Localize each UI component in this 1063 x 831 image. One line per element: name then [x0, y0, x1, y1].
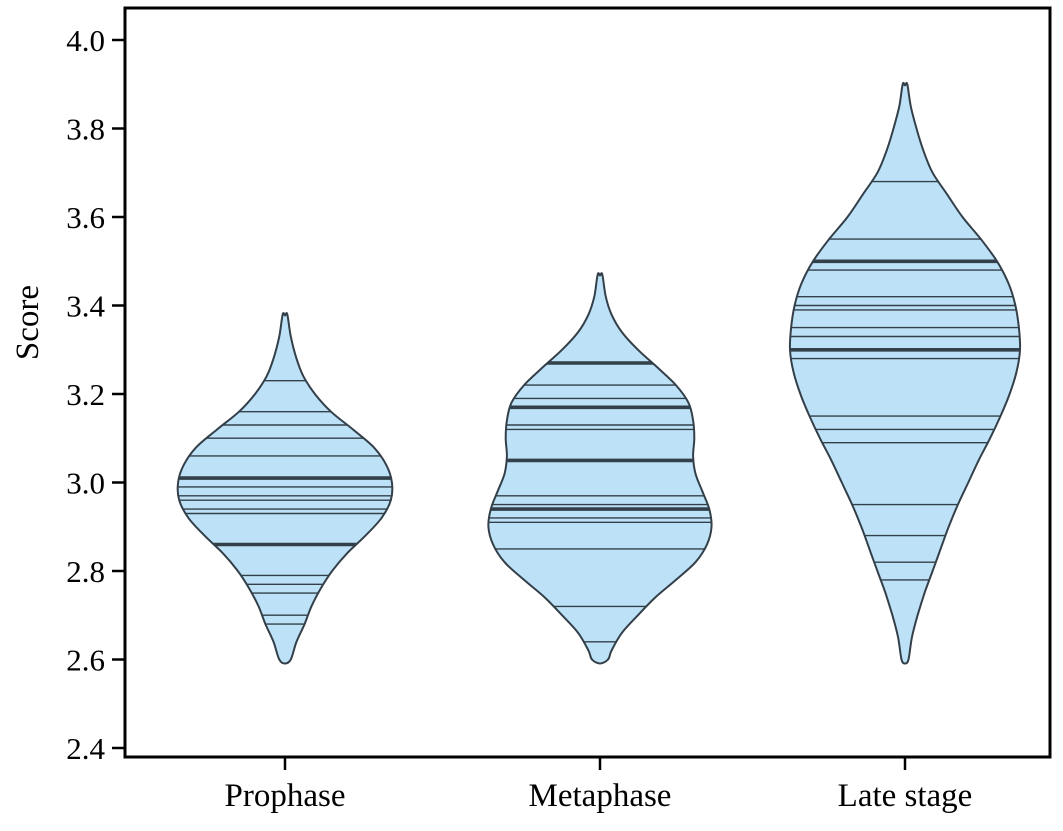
y-axis-title: Score — [10, 285, 46, 360]
violin-outline — [788, 81, 1022, 665]
y-tick-label: 3.4 — [66, 289, 105, 324]
violin-metaphase — [487, 272, 713, 665]
violin-outline — [176, 312, 394, 665]
violin-prophase — [176, 312, 394, 665]
y-tick-label: 3.8 — [66, 112, 105, 147]
violin-late-stage — [788, 81, 1022, 665]
y-tick-label: 4.0 — [66, 23, 105, 58]
violin-data-lines — [488, 361, 712, 643]
y-tick-label: 3.6 — [66, 200, 105, 235]
x-category-label: Prophase — [225, 778, 346, 814]
y-tick-label: 3.0 — [66, 466, 105, 501]
y-tick-label: 2.6 — [66, 643, 105, 678]
plot-border — [123, 6, 1052, 759]
y-tick-label: 2.8 — [66, 554, 105, 589]
y-tick-label: 3.2 — [66, 377, 105, 412]
x-category-label: Late stage — [838, 778, 973, 814]
x-category-label: Metaphase — [529, 778, 672, 814]
violin-outline — [487, 272, 713, 665]
y-tick-label: 2.4 — [66, 731, 105, 766]
